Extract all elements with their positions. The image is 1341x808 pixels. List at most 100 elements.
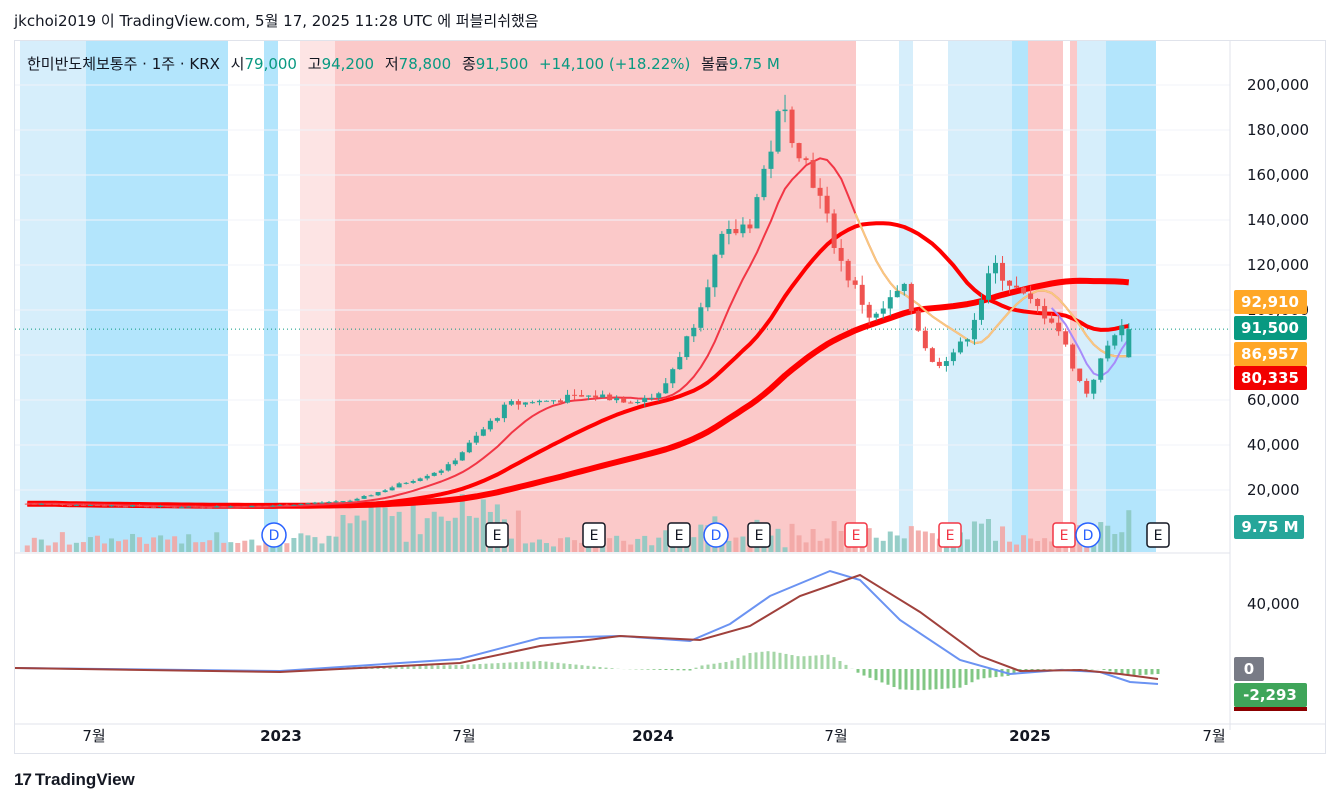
volume-bar <box>312 537 318 552</box>
volume-bar <box>901 538 907 552</box>
candle-body <box>887 297 893 309</box>
candle-body <box>768 151 774 169</box>
macd-histogram-bar <box>946 669 950 689</box>
macd-hist-bg <box>1234 683 1307 707</box>
high-value: 94,200 <box>321 55 375 73</box>
candle-body <box>536 400 542 403</box>
candle-body <box>677 357 683 370</box>
volume-bar <box>908 526 914 552</box>
candle-body <box>691 327 697 337</box>
macd-hist-text: -2,293 <box>1243 686 1297 704</box>
low-label: 저 <box>384 55 399 73</box>
volume-bar <box>396 511 402 552</box>
volume-bar <box>887 531 893 552</box>
macd-histogram-bar <box>982 669 986 679</box>
macd-histogram-bar <box>706 664 710 669</box>
chart-frame[interactable] <box>14 40 1326 754</box>
macd-histogram-bar <box>604 667 608 669</box>
candle-body <box>817 187 823 196</box>
earnings-marker: E <box>667 522 691 548</box>
macd-histogram-bar <box>718 662 722 669</box>
macd-histogram-bar <box>892 669 896 688</box>
volume-bar <box>1021 535 1027 552</box>
candle-body <box>978 299 984 320</box>
earnings-label: E <box>493 528 502 544</box>
volume-bar <box>193 542 199 552</box>
macd-histogram-bar <box>406 665 410 669</box>
candle-body <box>775 111 781 152</box>
regime-band <box>1070 41 1077 552</box>
volume-bar <box>1119 532 1125 552</box>
volume-bar <box>593 544 599 552</box>
candle-body <box>782 109 788 112</box>
candle-body <box>550 400 556 402</box>
macd-histogram-bar <box>448 665 452 669</box>
candle-body <box>66 505 72 507</box>
macd-histogram-bar <box>400 665 404 669</box>
volume-bar <box>1042 538 1048 552</box>
volume-bar <box>256 545 262 552</box>
volume-bar <box>922 531 928 552</box>
volume-bar <box>291 537 297 552</box>
candle-body <box>312 502 318 504</box>
macd-histogram-bar <box>412 665 416 669</box>
earnings-label: E <box>1060 528 1069 544</box>
regime-band <box>1028 41 1063 552</box>
macd-signal-strip <box>1234 707 1307 711</box>
macd-histogram-bar <box>556 662 560 669</box>
candle-body <box>256 505 262 507</box>
volume-bar <box>873 537 879 552</box>
volume-bar <box>550 546 556 552</box>
time-tick-label: 2023 <box>260 727 302 745</box>
last-price-tag-text: 91,500 <box>1241 319 1299 337</box>
volume-value: 9.75 M <box>728 55 780 73</box>
candle-body <box>305 503 311 505</box>
volume-bar <box>628 544 634 552</box>
candle-body <box>249 505 255 508</box>
volume-bar <box>249 539 255 552</box>
candle-body <box>600 394 606 398</box>
macd-histogram-bar <box>694 667 698 669</box>
volume-bar <box>691 537 697 552</box>
macd-histogram-bar <box>418 665 422 669</box>
symbol-name[interactable]: 한미반도체보통주 · 1주 · KRX <box>27 55 220 73</box>
volume-bar <box>572 540 578 552</box>
macd-histogram-bar <box>460 664 464 669</box>
volume-bar <box>978 523 984 552</box>
candle-body <box>375 492 381 496</box>
volume-bar <box>158 535 164 552</box>
macd-histogram-bar <box>514 662 518 669</box>
macd-histogram-bar <box>532 661 536 669</box>
macd-histogram-bar <box>952 669 956 689</box>
candle-body <box>803 158 809 161</box>
macd-histogram-bar <box>526 661 530 669</box>
candle-body <box>985 273 991 300</box>
volume-bar <box>1014 544 1020 552</box>
candle-body <box>635 402 641 404</box>
macd-histogram-bar <box>568 664 572 669</box>
tradingview-logo[interactable]: 17 TradingView <box>14 770 135 790</box>
candle-body <box>326 501 332 503</box>
volume-bar <box>1035 541 1041 552</box>
volume-bar <box>1098 522 1104 552</box>
volume-bar <box>186 534 192 552</box>
volume-bar <box>656 537 662 552</box>
ma-purple-line <box>1050 307 1130 378</box>
volume-bar <box>789 523 795 552</box>
ma-mid-line <box>27 221 1130 509</box>
candle-body <box>207 507 213 509</box>
macd-histogram-bar <box>958 669 962 688</box>
candle-body <box>59 503 65 506</box>
candle-body <box>522 402 528 405</box>
candle-body <box>459 452 465 461</box>
volume-bar <box>838 530 844 552</box>
volume-bar <box>235 542 241 552</box>
macd-histogram-bar <box>1120 669 1124 675</box>
ma-mid-price-tag-text: 86,957 <box>1241 345 1299 363</box>
volume-bar <box>340 514 346 552</box>
volume-bar <box>221 542 227 552</box>
candle-body <box>712 254 718 288</box>
candle-body <box>642 398 648 403</box>
macd-histogram-bar <box>436 665 440 669</box>
